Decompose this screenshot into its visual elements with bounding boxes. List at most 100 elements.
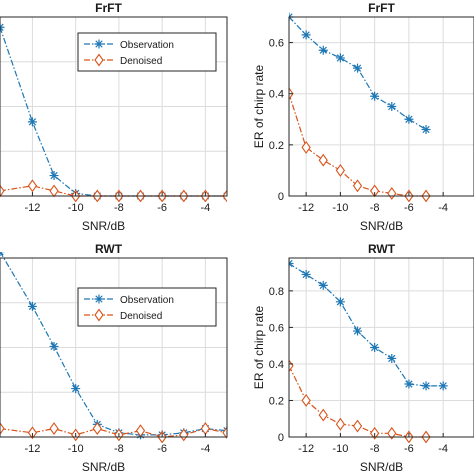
marker-observation — [421, 125, 431, 135]
marker-denoised — [318, 153, 328, 167]
y-tick-label: 0.4 — [269, 359, 284, 371]
legend-box — [77, 32, 217, 72]
x-axis-label: SNR/dB — [360, 219, 403, 233]
legend-label-denoised: Denoised — [120, 56, 162, 67]
series-line-denoised — [0, 427, 227, 438]
axes-box — [288, 16, 474, 197]
x-axis-label: SNR/dB — [360, 460, 403, 474]
marker-observation — [71, 384, 81, 394]
marker-observation — [353, 63, 363, 73]
axes-box — [288, 257, 474, 438]
marker-denoised — [179, 428, 189, 442]
marker-observation — [335, 53, 345, 63]
marker-denoised — [135, 424, 146, 438]
x-tick-label: -4 — [200, 443, 210, 455]
marker-observation — [404, 114, 414, 124]
x-tick-label: -4 — [200, 202, 210, 214]
x-tick-label: -10 — [68, 202, 84, 214]
marker-observation — [438, 381, 448, 391]
x-tick-label: -8 — [114, 443, 124, 455]
marker-denoised — [0, 422, 5, 436]
chart-title: RWT — [368, 242, 396, 256]
x-tick-label: -6 — [157, 202, 167, 214]
chart-title: FrFT — [368, 1, 395, 15]
axes-box — [0, 16, 228, 197]
x-tick-label: -6 — [404, 202, 414, 214]
y-axis-label: ER of chirp rate — [252, 305, 266, 389]
marker-denoised — [318, 408, 328, 422]
marker-denoised — [222, 426, 227, 440]
legend-marker-denoised — [94, 53, 104, 67]
legend-marker-observation — [94, 294, 104, 304]
panel-top-right: -12 -10 -8 -6 -4 0 0.2 0.4 0.6 FrFT SNR/dB ER of ch… — [252, 1, 474, 233]
panel-bottom-left: -12 -10 -8 -6 -4 RWT SNR/dB Observation Denoised — [0, 242, 228, 474]
marker-denoised — [335, 417, 346, 431]
y-tick-label: 0.2 — [269, 140, 284, 152]
legend-label-denoised: Denoised — [120, 311, 162, 322]
y-tick-label: 0.2 — [269, 395, 284, 407]
legend-marker-observation — [94, 39, 104, 49]
x-tick-label: -6 — [404, 443, 414, 455]
y-tick-label: 0.6 — [269, 38, 284, 50]
marker-observation — [318, 45, 328, 55]
marker-denoised — [352, 179, 363, 193]
marker-observation — [370, 343, 380, 352]
x-tick-label: -12 — [298, 202, 314, 214]
chart-title: FrFT — [95, 1, 122, 15]
marker-denoised — [49, 422, 59, 436]
legend-marker-denoised — [94, 308, 104, 322]
y-tick-label: 0.4 — [269, 89, 284, 101]
marker-observation — [387, 353, 397, 363]
marker-observation — [27, 301, 37, 311]
x-tick-label: -6 — [157, 443, 167, 455]
marker-observation — [49, 341, 59, 351]
plot-area — [289, 258, 474, 437]
series-line-observation — [289, 262, 444, 387]
legend: Observation Denoised — [77, 32, 217, 72]
x-tick-label: -12 — [298, 443, 314, 455]
marker-observation — [318, 280, 328, 290]
marker-observation — [301, 30, 311, 40]
y-tick-label: 0 — [278, 191, 284, 203]
legend-label-observation: Observation — [120, 295, 174, 306]
marker-observation — [49, 171, 59, 181]
marker-observation — [301, 269, 311, 279]
panel-top-left: -12 -10 -8 -6 -4 FrFT SNR/dB Observation Denoise… — [0, 1, 228, 233]
axes-box — [0, 257, 228, 438]
panel-bottom-right: -12 -10 -8 -6 -4 0 0.2 0.4 0.6 0.8 RWT SNR/dB ER of … — [252, 242, 474, 474]
marker-denoised — [92, 422, 102, 436]
chart-title: RWT — [95, 242, 123, 256]
marker-denoised — [27, 179, 38, 193]
x-tick-label: -4 — [438, 443, 448, 455]
legend-label-observation: Observation — [120, 40, 174, 51]
marker-observation — [27, 117, 37, 127]
marker-observation — [404, 379, 414, 389]
x-tick-label: -10 — [68, 443, 84, 455]
marker-denoised — [352, 419, 363, 433]
marker-denoised — [27, 426, 38, 440]
legend: Observation Denoised — [77, 287, 217, 327]
marker-denoised — [335, 163, 346, 177]
x-tick-label: -10 — [332, 202, 348, 214]
x-tick-label: -12 — [24, 443, 40, 455]
y-tick-label: 0 — [278, 432, 284, 444]
x-tick-label: -8 — [370, 443, 380, 455]
x-axis-label: SNR/dB — [82, 219, 125, 233]
legend-box — [77, 287, 217, 327]
marker-observation — [335, 297, 345, 307]
marker-observation — [353, 326, 363, 336]
marker-observation — [370, 91, 380, 101]
marker-denoised — [301, 394, 311, 407]
x-tick-label: -8 — [370, 202, 380, 214]
marker-observation — [387, 102, 397, 111]
marker-denoised — [387, 426, 397, 440]
y-axis-label: ER of chirp rate — [252, 64, 266, 148]
y-tick-label: 0.8 — [269, 286, 284, 298]
x-tick-label: -4 — [438, 202, 448, 214]
marker-denoised — [0, 184, 5, 198]
marker-denoised — [301, 140, 311, 154]
x-tick-label: -10 — [332, 443, 348, 455]
marker-observation — [421, 381, 431, 391]
x-tick-label: -12 — [24, 202, 40, 214]
